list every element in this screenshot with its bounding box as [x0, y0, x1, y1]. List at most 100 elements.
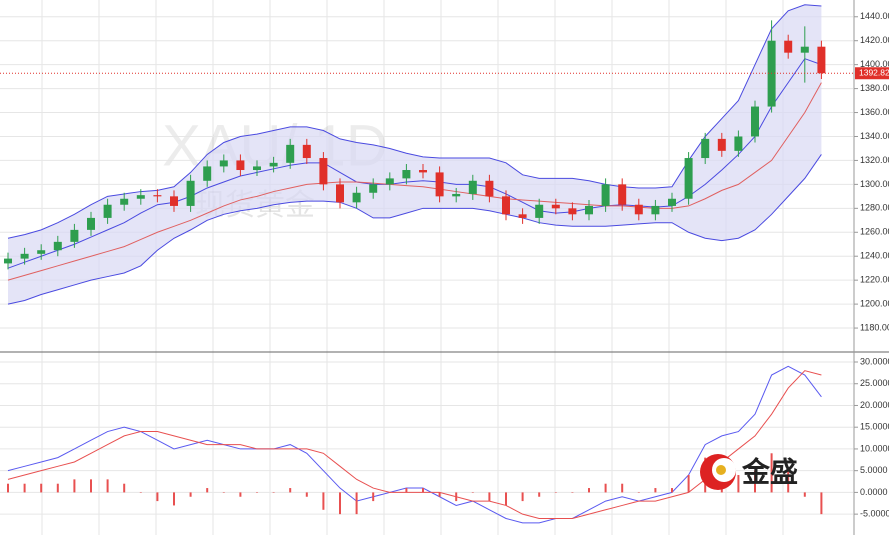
y2-tick-label: 20.0000	[860, 400, 889, 410]
y-tick-label: 1260.00	[860, 227, 889, 237]
candle-body	[336, 184, 344, 203]
macd-bar	[272, 492, 275, 493]
candle-body	[717, 138, 726, 151]
macd-bar	[7, 483, 9, 493]
y2-tick-label: 30.0000	[860, 356, 889, 366]
candle-body	[601, 184, 610, 206]
last-price-box	[855, 67, 889, 80]
candle-body	[402, 170, 411, 179]
macd-bar	[637, 492, 640, 493]
candle-body	[136, 195, 145, 199]
candle-body	[568, 208, 577, 215]
y-tick-label: 1320.00	[860, 155, 889, 165]
macd-bar	[156, 492, 159, 502]
y-tick-label: 1400.00	[860, 59, 889, 69]
candle-body	[585, 205, 593, 215]
candle-body	[435, 172, 444, 197]
macd-bar	[621, 483, 624, 493]
macd-bar	[23, 483, 26, 493]
candle-body	[20, 253, 29, 259]
macd-bar	[588, 488, 590, 493]
macd-bar	[488, 492, 491, 502]
candle-body	[4, 258, 12, 264]
macd-bar	[571, 492, 574, 493]
y-tick-label: 1200.00	[860, 298, 889, 308]
candle-body	[37, 250, 46, 254]
y-tick-label: 1240.00	[860, 251, 889, 261]
candle-body	[535, 204, 544, 218]
candle-body	[236, 160, 245, 171]
macd-bar	[820, 492, 823, 515]
y-tick-label: 1180.00	[860, 322, 889, 332]
candle-body	[70, 229, 79, 242]
candle-body	[53, 241, 62, 251]
candle-body	[800, 46, 809, 53]
macd-bar	[737, 475, 740, 493]
macd-bar	[654, 488, 657, 493]
macd-bar	[770, 453, 773, 493]
macd-bar	[787, 470, 790, 493]
macd-bar	[372, 492, 375, 502]
candle-body	[684, 158, 693, 199]
macd-bar	[123, 483, 126, 493]
candle-body	[618, 184, 627, 205]
y-tick-label: 1220.00	[860, 275, 889, 285]
macd-bar	[206, 488, 209, 493]
macd-bar	[521, 492, 524, 502]
macd-bar	[289, 488, 292, 493]
macd-bar	[239, 492, 242, 497]
candle-body	[352, 192, 361, 203]
candle-body	[103, 204, 112, 218]
macd-bar	[604, 483, 607, 493]
candle-body	[651, 205, 660, 215]
candle-body	[120, 198, 129, 205]
band-fill	[8, 4, 822, 305]
candle-body	[518, 214, 527, 218]
candle-body	[153, 195, 162, 197]
candle-body	[817, 46, 826, 74]
logo: 金盛	[700, 454, 798, 490]
last-price-label: 1392.82	[859, 67, 889, 77]
candle-body	[302, 144, 311, 159]
candle-body	[170, 196, 178, 206]
line-dea	[7, 370, 822, 519]
macd-bar	[438, 492, 441, 497]
macd-bar	[90, 479, 92, 493]
macd-bar	[189, 492, 192, 497]
candle-body	[419, 170, 427, 173]
macd-bar	[405, 488, 408, 493]
macd-bar	[687, 475, 690, 493]
y2-tick-label: 5.0000	[860, 465, 888, 475]
candle-body	[253, 166, 261, 171]
macd-bar	[505, 492, 507, 506]
macd-bar	[538, 492, 541, 497]
y-tick-label: 1380.00	[860, 83, 889, 93]
y2-tick-label: 10.0000	[860, 443, 889, 453]
macd-bar	[106, 479, 109, 493]
macd-bar	[554, 492, 557, 493]
macd-bar	[73, 479, 76, 493]
candle-body	[551, 204, 560, 209]
macd-bar	[56, 483, 59, 493]
line-dif	[7, 365, 822, 524]
y-tick-label: 1300.00	[860, 179, 889, 189]
candle-body	[203, 166, 212, 181]
macd-bar	[388, 492, 391, 493]
logo-text: 金盛	[741, 455, 798, 487]
macd-bar	[671, 488, 673, 493]
logo-icon	[716, 465, 726, 475]
macd-bar	[222, 492, 225, 493]
macd-bar	[355, 492, 358, 515]
candle-body	[219, 160, 228, 167]
y-tick-label: 1280.00	[860, 203, 889, 213]
candle-body	[634, 204, 643, 215]
line-ma	[7, 82, 822, 281]
macd-bar	[803, 492, 806, 497]
macd-bar	[455, 492, 458, 502]
macd-bar	[256, 492, 258, 493]
candle-body	[186, 180, 195, 206]
candle-body	[87, 217, 95, 230]
macd-bar	[754, 470, 756, 493]
